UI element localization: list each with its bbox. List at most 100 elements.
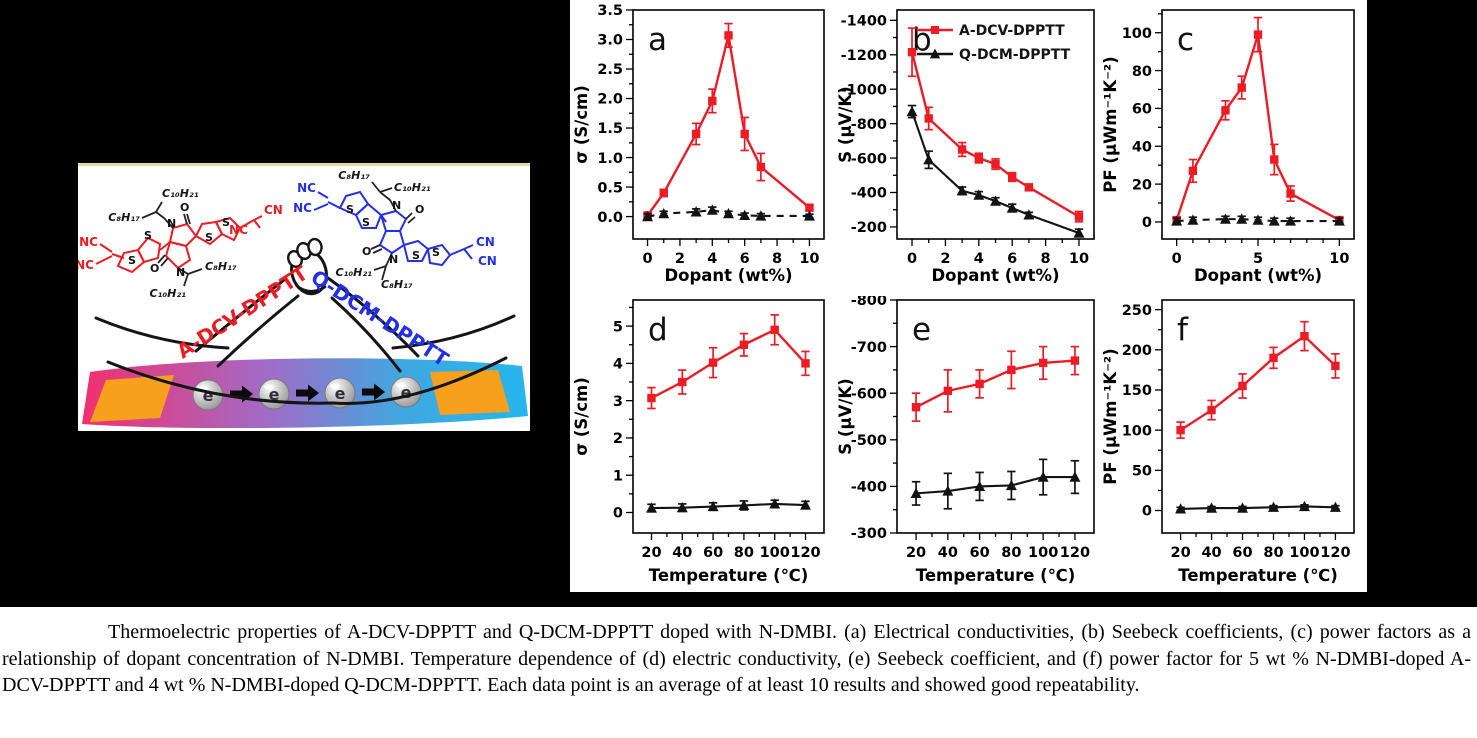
plots-panel: 0 2 4 6 8 10 0.0 0.5 1.0 1.5 2.0 2.5 3.0 3.5 Dopant (w…: [570, 0, 1367, 592]
y-axis-label: S (μV/K): [837, 378, 855, 454]
axis-ticks: [626, 306, 807, 540]
molecule-right-nitriles: NC NC CN CN: [293, 181, 497, 268]
series-line: [915, 476, 1075, 495]
arrow-right-icon: [362, 383, 385, 401]
x-tick-label: 80: [734, 545, 754, 561]
svg-text:e: e: [203, 386, 214, 405]
data-point: [1187, 214, 1199, 225]
axis-ticks: [1155, 13, 1341, 246]
data-point: [1331, 361, 1340, 371]
y-tick-label: 5: [613, 319, 623, 335]
data-point: [942, 485, 954, 496]
svg-text:S: S: [346, 203, 354, 216]
x-tick-label: 20: [906, 545, 926, 561]
y-tick-label: 3.5: [597, 3, 623, 19]
data-point: [1171, 215, 1183, 226]
molecule-left-name: A-DCV-DPPTT: [172, 261, 312, 364]
series-Q-DCM-DPPTT: [906, 104, 1085, 238]
y-tick-label: -1000: [841, 82, 887, 98]
y-tick-label: -1400: [841, 14, 887, 30]
data-point: [1070, 356, 1080, 365]
series-line: [651, 502, 806, 510]
data-point: [708, 358, 718, 367]
data-point: [1006, 202, 1018, 213]
data-point: [973, 189, 985, 200]
svg-text:N: N: [389, 253, 398, 266]
axis-tick-labels: 20 40 60 80 100 120 -800 -700 -600 -500 -400 -300: [851, 296, 1090, 561]
y-tick-label: 100: [1122, 26, 1152, 42]
data-point: [691, 129, 701, 139]
x-tick-label: 6: [740, 251, 750, 267]
svg-text:NC: NC: [297, 181, 316, 195]
x-tick-label: 120: [1320, 545, 1350, 561]
legend-label: Q-DCM-DPPTT: [959, 47, 1071, 63]
electron-sphere: e: [258, 378, 290, 410]
x-tick-label: 4: [707, 251, 717, 267]
y-tick-label: 2: [613, 431, 623, 447]
series-A-DCV-DPPTT: [907, 27, 1084, 223]
axis-ticks: [890, 19, 1080, 246]
molecule-left-backbone: [95, 215, 263, 274]
data-point: [739, 340, 749, 349]
molecule-right-name: Q-DCM-DPPTT: [307, 265, 454, 372]
data-point: [1037, 471, 1049, 482]
series-A-DCV-DPPTT: [911, 345, 1080, 423]
y-tick-label: 3.0: [597, 33, 623, 49]
data-point: [706, 204, 718, 215]
svg-text:S: S: [412, 249, 420, 262]
y-tick-label: 4: [613, 357, 623, 373]
y-tick-label: -500: [851, 433, 887, 449]
data-point: [910, 487, 922, 499]
data-point: [923, 154, 935, 165]
series-Q-DCM-DPPTT: [646, 498, 811, 513]
data-point: [1069, 471, 1081, 482]
panel-letter: c: [1177, 22, 1194, 58]
data-point: [1268, 215, 1280, 226]
data-point: [906, 105, 918, 117]
data-point: [1238, 381, 1247, 391]
svg-text:CN: CN: [478, 254, 497, 268]
data-point: [1286, 189, 1295, 198]
data-point: [1270, 155, 1279, 164]
data-point: [1300, 331, 1309, 341]
axis-ticks: [626, 9, 811, 246]
y-tick-label: 50: [1132, 464, 1152, 480]
x-tick-label: 40: [1201, 545, 1221, 561]
svg-text:NC: NC: [293, 201, 312, 215]
y-tick-label: -200: [851, 220, 887, 236]
caption-band: Thermoelectric properties of A-DCV-DPPTT…: [0, 607, 1477, 738]
data-point: [739, 209, 751, 221]
data-point: [1005, 479, 1017, 491]
data-point: [740, 129, 749, 139]
x-tick-label: 120: [790, 545, 820, 561]
svg-text:C₁₀H₂₁: C₁₀H₂₁: [149, 287, 186, 300]
data-point: [1253, 30, 1263, 39]
x-tick-label: 5: [1253, 251, 1263, 267]
data-point: [755, 210, 767, 221]
data-point: [659, 188, 668, 198]
y-tick-label: 0: [613, 506, 623, 522]
y-tick-label: -600: [851, 386, 887, 402]
x-tick-label: 80: [1001, 545, 1021, 561]
data-point: [800, 499, 811, 510]
data-point: [1188, 166, 1198, 176]
x-tick-label: 100: [1289, 545, 1319, 561]
series-Q-DCM-DPPTT: [1175, 500, 1341, 514]
molecule-left-alkyls: C₈H₁₇ C₁₀H₂₁ C₈H₁₇ C₁₀H₂₁: [108, 187, 237, 300]
molecule-right-backbone: [313, 190, 474, 267]
series-A-DCV-DPPTT: [643, 22, 814, 220]
svg-text:S: S: [362, 216, 370, 229]
data-point: [1333, 215, 1345, 226]
y-axis-label: σ (S/cm): [573, 377, 591, 456]
arm-wrestling-art: [94, 237, 516, 405]
y-tick-label: -700: [851, 340, 887, 356]
series-line: [650, 328, 807, 400]
y-axis-label: σ (S/cm): [573, 85, 591, 164]
y-tick-label: 200: [1122, 343, 1152, 359]
series-line: [915, 359, 1076, 409]
x-axis-label: Dopant (wt%): [1194, 266, 1322, 285]
y-tick-label: -1200: [841, 48, 887, 64]
x-tick-label: 4: [974, 251, 984, 267]
data-point: [974, 153, 984, 163]
